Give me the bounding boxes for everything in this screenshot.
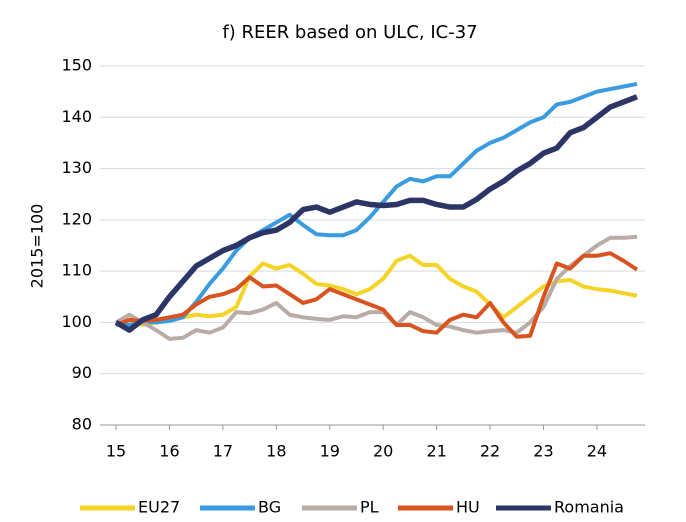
y-tick-label: 100 [61, 312, 92, 331]
x-tick-label: 17 [213, 442, 233, 461]
legend-label: HU [456, 498, 480, 517]
y-axis-label: 2015=100 [28, 204, 47, 289]
x-tick-label: 22 [480, 442, 500, 461]
x-tick-label: 21 [426, 442, 446, 461]
y-tick-label: 130 [61, 158, 92, 177]
chart-title: f) REER based on ULC, IC-37 [222, 22, 477, 43]
x-tick-label: 15 [106, 442, 126, 461]
y-tick-label: 80 [72, 415, 92, 434]
y-tick-label: 110 [61, 261, 92, 280]
legend-label: BG [258, 498, 281, 517]
y-tick-label: 120 [61, 209, 92, 228]
series-line [114, 94, 638, 333]
x-tick-label: 19 [320, 442, 340, 461]
series-line [115, 251, 639, 339]
series-line [115, 234, 638, 341]
y-tick-label: 90 [72, 363, 92, 382]
legend-label: Romania [554, 498, 624, 517]
x-tick-label: 24 [587, 442, 607, 461]
x-tick-label: 18 [266, 442, 286, 461]
y-tick-label: 150 [61, 56, 92, 75]
series-line [115, 81, 638, 327]
legend-label: EU27 [138, 498, 180, 517]
x-tick-label: 20 [373, 442, 393, 461]
legend-label: PL [360, 498, 379, 517]
x-tick-label: 16 [159, 442, 179, 461]
y-tick-label: 140 [61, 107, 92, 126]
x-tick-label: 23 [533, 442, 553, 461]
